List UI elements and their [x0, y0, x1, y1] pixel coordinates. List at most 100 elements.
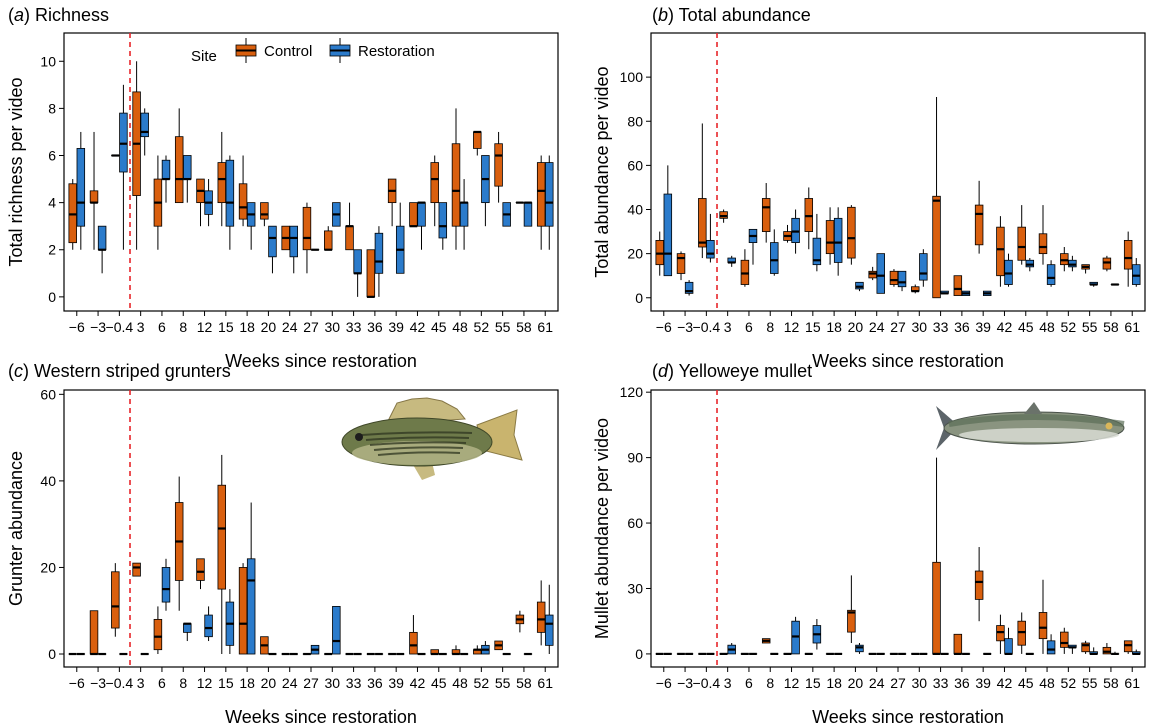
y-tick-label: 6	[48, 148, 56, 164]
y-tick-label: 60	[627, 157, 643, 173]
x-tick-label: 18	[826, 319, 842, 335]
box-control	[783, 224, 792, 243]
x-tick-label: 42	[997, 319, 1013, 335]
box-body	[494, 143, 503, 187]
x-tick-label: 20	[261, 319, 277, 335]
box-control	[847, 575, 856, 644]
box-control	[974, 547, 984, 622]
box-control	[804, 187, 814, 250]
box-body	[174, 136, 184, 204]
box-restoration	[940, 290, 949, 295]
x-tick-label: 33	[346, 319, 362, 335]
box-body	[897, 270, 907, 288]
box-body	[204, 614, 213, 638]
box-body	[974, 570, 984, 600]
panel-c: (c) Western striped grunters 0 20 40 60 Grunt…	[6, 361, 559, 725]
box-control	[153, 155, 163, 250]
x-tick-label: 6	[745, 675, 753, 691]
box-body	[161, 159, 171, 180]
box-control	[515, 610, 525, 633]
box-restoration	[706, 213, 715, 263]
box-body	[974, 204, 984, 246]
box-restoration	[791, 209, 800, 254]
box-body	[473, 131, 482, 149]
x-tick-label: 45	[431, 675, 447, 691]
box-control	[238, 155, 248, 227]
x-tick-label: 58	[516, 675, 532, 691]
y-tick-label: 40	[40, 473, 56, 489]
mullet-fish-icon	[936, 402, 1125, 450]
x-tick-label: 30	[325, 319, 341, 335]
box-control	[953, 633, 963, 656]
box-body	[868, 270, 877, 279]
box-control	[1123, 640, 1133, 654]
box-control	[536, 155, 546, 250]
box-body	[889, 270, 899, 285]
box-body	[238, 183, 248, 220]
x-tick-label: 48	[452, 675, 468, 691]
box-control	[430, 155, 439, 227]
box-restoration	[289, 225, 298, 274]
box-restoration	[545, 155, 554, 250]
series-restoration	[76, 502, 554, 656]
x-tick-label: 24	[869, 675, 885, 691]
box-body	[1081, 642, 1090, 653]
box-restoration	[770, 229, 779, 276]
x-tick-label: −0.4	[106, 319, 134, 335]
x-tick-label: 36	[367, 319, 383, 335]
series-control	[68, 454, 546, 656]
y-tick-label: 90	[627, 450, 643, 466]
box-body	[161, 567, 171, 603]
box-body	[545, 162, 554, 227]
box-control	[89, 131, 99, 250]
x-tick-label: 30	[912, 675, 928, 691]
x-tick-label: 20	[848, 319, 864, 335]
box-body	[217, 484, 227, 590]
x-tick-label: 8	[179, 675, 187, 691]
x-tick-label: 61	[1124, 675, 1140, 691]
box-control	[153, 606, 163, 655]
grunter-anal-fin	[412, 462, 435, 480]
box-control	[238, 563, 248, 655]
box-control	[111, 563, 120, 637]
box-control	[260, 636, 269, 655]
box-body	[953, 633, 963, 655]
x-tick-label: 39	[975, 675, 991, 691]
box-body	[655, 239, 664, 266]
box-restoration	[268, 225, 277, 274]
box-control	[719, 209, 728, 223]
box-body	[932, 561, 941, 655]
x-tick-label: 33	[933, 675, 949, 691]
x-tick-label: 61	[1124, 319, 1140, 335]
box-body	[706, 239, 715, 259]
x-tick-label: 18	[239, 319, 255, 335]
x-tick-label: −6	[656, 319, 672, 335]
x-tick-label: 8	[766, 675, 774, 691]
box-body	[676, 253, 686, 274]
box-restoration	[855, 281, 864, 292]
x-tick-label: 55	[1082, 675, 1098, 691]
box-body	[97, 225, 107, 251]
grunter-stripe	[361, 431, 473, 436]
box-control	[132, 61, 141, 250]
box-body	[353, 249, 362, 274]
box-restoration	[982, 290, 992, 296]
x-tick-label: 3	[137, 675, 145, 691]
box-control	[387, 178, 397, 227]
box-body	[119, 112, 128, 173]
x-tick-label: 58	[1103, 675, 1119, 691]
x-tick-label: 39	[975, 319, 991, 335]
box-control	[889, 269, 899, 287]
series-restoration	[663, 165, 1141, 296]
x-tick-label: 12	[784, 319, 800, 335]
panel-title: (b) Total abundance	[652, 5, 811, 25]
box-control	[196, 178, 205, 227]
box-control	[302, 202, 312, 274]
box-body	[89, 190, 99, 204]
y-tick-label: 0	[48, 289, 56, 305]
box-body	[238, 567, 248, 655]
box-body	[804, 198, 814, 232]
box-restoration	[523, 201, 533, 227]
box-restoration	[438, 202, 448, 250]
box-control	[1060, 247, 1069, 272]
